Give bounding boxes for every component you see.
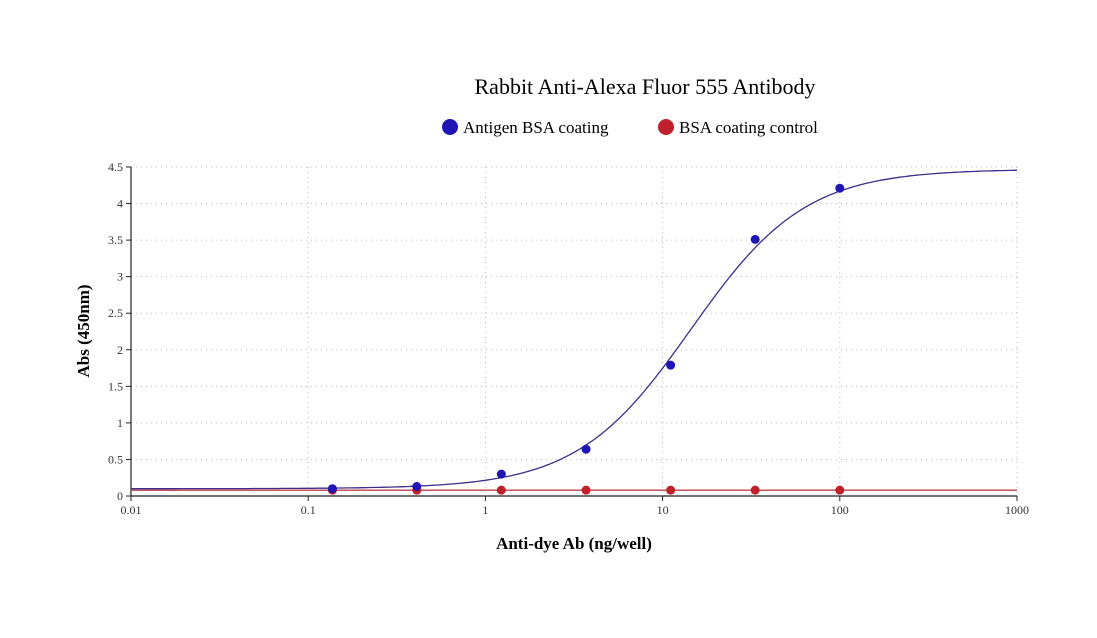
data-point — [750, 485, 760, 495]
chart-title: Rabbit Anti-Alexa Fluor 555 Antibody — [475, 74, 816, 99]
data-point — [496, 485, 506, 495]
y-tick-label: 2 — [117, 343, 123, 357]
x-tick-label: 100 — [831, 503, 849, 517]
fit-curve — [131, 169, 1018, 490]
plot-area — [131, 169, 1018, 495]
data-point — [835, 183, 845, 193]
x-tick-label: 0.01 — [121, 503, 142, 517]
data-point — [750, 234, 760, 244]
data-point — [581, 485, 591, 495]
y-tick-label: 3.5 — [108, 233, 123, 247]
legend-label: Antigen BSA coating — [463, 118, 609, 137]
x-tick-label: 0.1 — [301, 503, 316, 517]
y-tick-label: 1.5 — [108, 379, 123, 393]
x-tick-label: 10 — [657, 503, 669, 517]
y-tick-label: 2.5 — [108, 306, 123, 320]
y-tick-label: 3 — [117, 270, 123, 284]
data-point — [666, 485, 676, 495]
axes: 0 0.5 1 1.5 2 2.5 3 3.5 4 4.5 0.01 0.1 1 10 100 1000 — [108, 160, 1029, 517]
data-point — [666, 360, 676, 370]
x-tick-label: 1000 — [1005, 503, 1029, 517]
grid — [131, 166, 1018, 496]
legend-marker-icon — [658, 119, 674, 135]
data-point — [581, 444, 591, 454]
y-tick-label: 0 — [117, 489, 123, 503]
y-tick-label: 0.5 — [108, 452, 123, 466]
legend-label: BSA coating control — [679, 118, 818, 137]
y-axis-label: Abs (450nm) — [74, 284, 93, 377]
y-tick-label: 1 — [117, 416, 123, 430]
legend-marker-icon — [442, 119, 458, 135]
data-point — [496, 469, 506, 479]
x-axis-label: Anti-dye Ab (ng/well) — [496, 534, 652, 553]
data-point — [327, 484, 337, 494]
y-tick-label: 4 — [117, 197, 123, 211]
data-point — [412, 481, 422, 491]
x-tick-label: 1 — [482, 503, 488, 517]
data-point — [835, 485, 845, 495]
y-tick-label: 4.5 — [108, 160, 123, 174]
legend: Antigen BSA coating BSA coating control — [442, 118, 818, 137]
